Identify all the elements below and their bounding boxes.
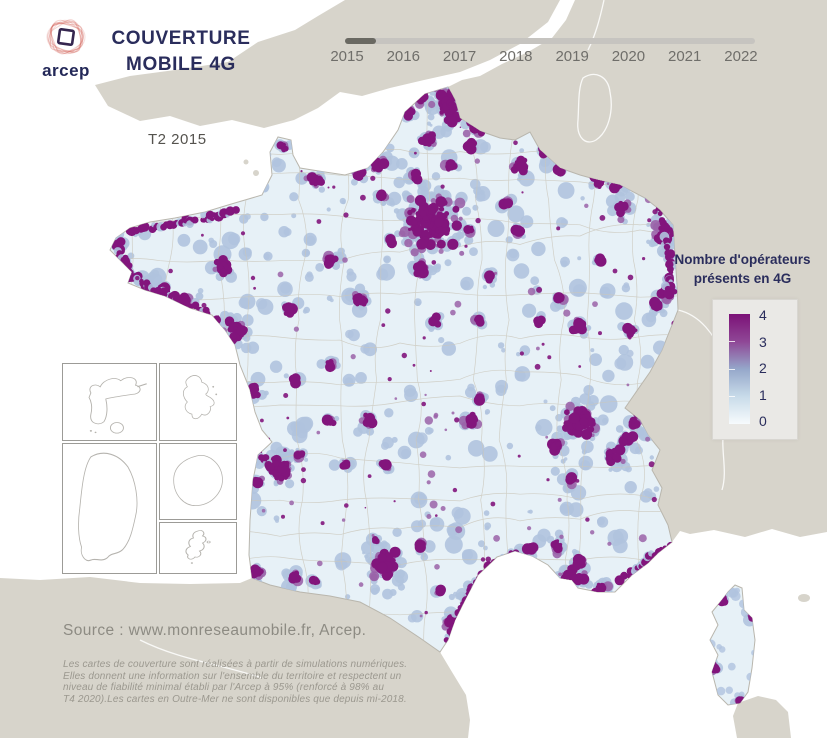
disclaimer-line: niveau de fiabilité minimal établi par l… bbox=[63, 682, 385, 694]
page-title-line1: COUVERTURE bbox=[111, 28, 251, 49]
inset-martinique[interactable] bbox=[159, 363, 237, 441]
legend-tick-3 bbox=[729, 341, 735, 342]
disclaimer-line: Les cartes de couverture sont réalisées … bbox=[63, 659, 408, 670]
reunion-outline bbox=[173, 455, 223, 506]
disclaimer-line: T4 2020).Les cartes en Outre-Mer ne sont… bbox=[63, 693, 407, 705]
legend-scale: 4 3 2 1 0 bbox=[759, 307, 767, 429]
timeline-year-2018[interactable]: 2018 bbox=[499, 48, 533, 65]
timeline-progress-handle[interactable] bbox=[345, 38, 376, 44]
page-title-line2: MOBILE 4G bbox=[126, 54, 236, 75]
legend-title-line1: Nombre d'opérateurs bbox=[674, 252, 811, 267]
timeline-years: 2015 2016 2017 2018 2019 2020 2021 2022 bbox=[319, 48, 769, 65]
inset-guadeloupe[interactable] bbox=[62, 363, 157, 441]
inset-reunion[interactable] bbox=[159, 443, 237, 520]
legend-tick-2 bbox=[729, 369, 735, 370]
legend-scale-label-3: 3 bbox=[759, 333, 767, 350]
arcep-logo-icon bbox=[46, 19, 86, 55]
martinique-outline bbox=[182, 375, 215, 420]
guadeloupe-outline bbox=[88, 377, 141, 425]
timeline-track[interactable] bbox=[345, 38, 755, 44]
timeline-year-2015[interactable]: 2015 bbox=[330, 48, 364, 65]
legend-scale-label-4: 4 bbox=[759, 307, 767, 323]
period-label: T2 2015 bbox=[148, 131, 207, 148]
legend-scale-label-2: 2 bbox=[759, 360, 767, 376]
timeline-year-2019[interactable]: 2019 bbox=[555, 48, 589, 65]
disclaimer-line: Elles donnent une information sur l'ense… bbox=[63, 670, 402, 682]
timeline-year-2016[interactable]: 2016 bbox=[386, 48, 420, 65]
legend-tick-1 bbox=[729, 396, 735, 397]
arcep-logo: arcep bbox=[28, 14, 104, 81]
inset-guyane[interactable] bbox=[62, 443, 157, 574]
legend-scale-label-0: 0 bbox=[759, 413, 767, 429]
legend-gradient-bar bbox=[729, 314, 750, 424]
arcep-logo-text: arcep bbox=[42, 61, 90, 80]
source-text: Source : www.monreseaumobile.fr, Arcep. bbox=[63, 622, 367, 639]
guyane-outline bbox=[78, 452, 138, 562]
timeline-year-2020[interactable]: 2020 bbox=[611, 48, 646, 65]
legend: 4 3 2 1 0 bbox=[712, 299, 798, 440]
legend-scale-label-1: 1 bbox=[759, 386, 767, 403]
timeline-year-2017[interactable]: 2017 bbox=[442, 48, 477, 65]
timeline-year-2021[interactable]: 2021 bbox=[668, 48, 702, 65]
disclaimer-text: Les cartes de couverture sont réalisées … bbox=[63, 659, 407, 705]
page-title: COUVERTURE MOBILE 4G bbox=[100, 26, 262, 78]
timeline-year-2022[interactable]: 2022 bbox=[724, 48, 758, 65]
legend-title: Nombre d'opérateurs présents en 4G bbox=[660, 250, 825, 288]
mayotte-outline bbox=[185, 530, 207, 560]
inset-mayotte[interactable] bbox=[159, 522, 237, 574]
legend-title-line2: présents en 4G bbox=[693, 271, 792, 286]
